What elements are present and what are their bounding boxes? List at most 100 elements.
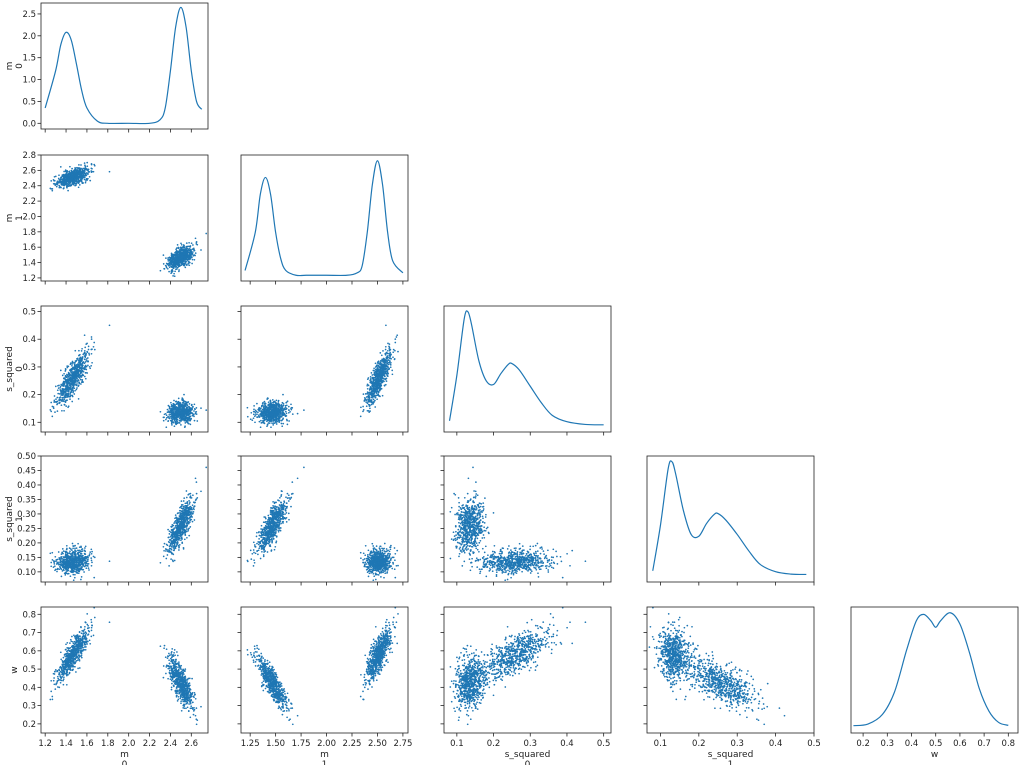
scatter-point <box>188 420 190 422</box>
scatter-point <box>84 352 86 354</box>
scatter-point <box>192 406 194 408</box>
scatter-point <box>177 252 179 254</box>
scatter-point <box>256 411 258 413</box>
scatter-point <box>378 378 380 380</box>
scatter-point <box>86 563 88 565</box>
scatter-point <box>86 565 88 567</box>
scatter-point <box>78 354 80 356</box>
scatter-point <box>79 550 81 552</box>
scatter-point <box>384 373 386 375</box>
scatter-point <box>76 365 78 367</box>
y-tick-label: 0.2 <box>22 391 36 401</box>
scatter-point <box>270 426 272 428</box>
scatter-point <box>66 174 68 176</box>
scatter-point <box>392 356 394 358</box>
scatter-point <box>93 171 95 173</box>
scatter-point <box>387 350 389 352</box>
scatter-point <box>66 551 68 553</box>
scatter-point <box>59 567 61 569</box>
scatter-point <box>200 407 202 409</box>
scatter-point <box>387 353 389 355</box>
scatter-point <box>266 418 268 420</box>
scatter-point <box>49 188 51 190</box>
scatter-point <box>85 564 87 566</box>
scatter-point <box>54 183 56 185</box>
scatter-point <box>74 390 76 392</box>
scatter-point <box>292 413 294 415</box>
scatter-point <box>81 178 83 180</box>
scatter-point <box>195 237 197 239</box>
scatter-point <box>86 351 88 353</box>
scatter-point <box>50 402 52 404</box>
scatter-point <box>375 395 377 397</box>
scatter-point <box>259 421 261 423</box>
scatter-point <box>173 267 175 269</box>
scatter-point <box>169 408 171 410</box>
panel-frame <box>41 3 208 129</box>
scatter-point <box>373 395 375 397</box>
scatter-point <box>74 350 76 352</box>
scatter-point <box>86 360 88 362</box>
scatter-point <box>376 392 378 394</box>
scatter-point <box>371 372 373 374</box>
scatter-point <box>63 550 65 552</box>
scatter-point <box>267 419 269 421</box>
scatter-point <box>76 172 78 174</box>
y-tick-label: 0.4 <box>22 335 36 345</box>
scatter-point <box>81 363 83 365</box>
scatter-point <box>86 165 88 167</box>
scatter-point <box>191 404 193 406</box>
scatter-point <box>79 362 81 364</box>
scatter-point <box>69 398 71 400</box>
scatter-point <box>188 263 190 265</box>
scatter-point <box>84 547 86 549</box>
scatter-point <box>265 403 267 405</box>
scatter-point <box>282 412 284 414</box>
scatter-point <box>78 385 80 387</box>
scatter-point <box>84 376 86 378</box>
scatter-point <box>78 350 80 352</box>
scatter-point <box>89 366 91 368</box>
scatter-point <box>64 381 66 383</box>
scatter-point <box>66 375 68 377</box>
scatter-point <box>196 420 198 422</box>
scatter-point <box>171 406 173 408</box>
scatter-point <box>84 549 86 551</box>
scatter-point <box>76 566 78 568</box>
scatter-point <box>273 412 275 414</box>
scatter-point <box>84 356 86 358</box>
scatter-point <box>55 386 57 388</box>
scatter-point <box>278 421 280 423</box>
scatter-point <box>186 242 188 244</box>
scatter-point <box>277 401 279 403</box>
scatter-point <box>62 394 64 396</box>
scatter-point <box>280 413 282 415</box>
scatter-point <box>76 389 78 391</box>
scatter-point <box>82 569 84 571</box>
scatter-point <box>56 404 58 406</box>
scatter-point <box>394 338 396 340</box>
scatter-point <box>78 182 80 184</box>
scatter-point <box>84 172 86 174</box>
scatter-point <box>66 382 68 384</box>
scatter-point <box>370 387 372 389</box>
scatter-point <box>64 555 66 557</box>
scatter-point <box>392 373 394 375</box>
scatter-point <box>282 423 284 425</box>
scatter-point <box>55 398 57 400</box>
scatter-point <box>80 379 82 381</box>
scatter-point <box>391 370 393 372</box>
scatter-point <box>73 579 75 581</box>
scatter-point <box>367 388 369 390</box>
scatter-point <box>63 391 65 393</box>
scatter-point <box>91 336 93 338</box>
scatter-point <box>187 412 189 414</box>
scatter-point <box>84 170 86 172</box>
scatter-point <box>85 545 87 547</box>
scatter-point <box>78 376 80 378</box>
scatter-point <box>373 389 375 391</box>
scatter-point <box>282 408 284 410</box>
scatter-point <box>55 176 57 178</box>
scatter-point <box>77 170 79 172</box>
scatter-point <box>275 416 277 418</box>
